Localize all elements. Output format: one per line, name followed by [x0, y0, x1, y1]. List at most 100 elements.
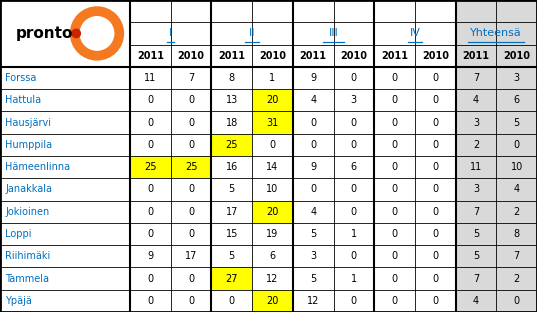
Text: 0: 0 [147, 140, 154, 150]
Text: 1: 1 [351, 274, 357, 284]
Bar [252, 89, 293, 111]
Text: Hausjärvi: Hausjärvi [5, 118, 51, 128]
Text: 0: 0 [147, 95, 154, 105]
Text: pronto: pronto [16, 26, 72, 41]
Text: 2: 2 [513, 274, 520, 284]
Text: 0: 0 [351, 140, 357, 150]
Text: 2: 2 [473, 140, 479, 150]
Text: 3: 3 [473, 184, 479, 194]
Text: 25: 25 [144, 162, 157, 172]
Text: 1: 1 [270, 73, 275, 83]
Text: Janakkala: Janakkala [5, 184, 52, 194]
Text: 6: 6 [351, 162, 357, 172]
Text: Hämeenlinna: Hämeenlinna [5, 162, 70, 172]
Text: 10: 10 [266, 184, 279, 194]
Text: 0: 0 [188, 207, 194, 217]
Text: 0: 0 [188, 229, 194, 239]
Text: 2011: 2011 [462, 51, 489, 61]
Text: 2011: 2011 [218, 51, 245, 61]
Text: 0: 0 [147, 207, 154, 217]
Text: 18: 18 [226, 118, 238, 128]
Text: 0: 0 [432, 162, 438, 172]
Text: 5: 5 [473, 229, 479, 239]
Text: 6: 6 [270, 251, 275, 261]
Text: Yhteensä: Yhteensä [470, 28, 522, 38]
Text: 9: 9 [147, 251, 154, 261]
Text: 0: 0 [351, 207, 357, 217]
Text: 4: 4 [310, 95, 316, 105]
Bar [252, 290, 293, 312]
Text: I: I [169, 28, 172, 38]
Text: Jokioinen: Jokioinen [5, 207, 49, 217]
Text: 0: 0 [391, 274, 397, 284]
Text: 8: 8 [229, 73, 235, 83]
Text: 4: 4 [473, 296, 479, 306]
Text: 9: 9 [310, 162, 316, 172]
Text: 25: 25 [185, 162, 197, 172]
Text: 7: 7 [473, 274, 479, 284]
Text: 2: 2 [513, 207, 520, 217]
Text: 0: 0 [432, 274, 438, 284]
Text: 17: 17 [226, 207, 238, 217]
Text: 0: 0 [391, 95, 397, 105]
Text: 31: 31 [266, 118, 279, 128]
Text: 7: 7 [473, 73, 479, 83]
Bar [455, 0, 537, 312]
Text: 3: 3 [473, 118, 479, 128]
Text: Forssa: Forssa [5, 73, 37, 83]
Text: 0: 0 [188, 95, 194, 105]
Text: 0: 0 [432, 140, 438, 150]
Text: 0: 0 [391, 296, 397, 306]
Text: 2010: 2010 [259, 51, 286, 61]
Text: 0: 0 [147, 229, 154, 239]
Text: 0: 0 [147, 274, 154, 284]
Text: 16: 16 [226, 162, 238, 172]
Text: 15: 15 [226, 229, 238, 239]
Text: 2011: 2011 [300, 51, 326, 61]
Text: 0: 0 [351, 118, 357, 128]
Text: 0: 0 [229, 296, 235, 306]
Text: Tammela: Tammela [5, 274, 49, 284]
Text: 0: 0 [391, 140, 397, 150]
Text: 2011: 2011 [137, 51, 164, 61]
Text: 3: 3 [351, 95, 357, 105]
Text: IV: IV [410, 28, 420, 38]
Text: 12: 12 [307, 296, 320, 306]
Bar [212, 267, 252, 290]
Text: 2010: 2010 [178, 51, 205, 61]
Text: 0: 0 [391, 118, 397, 128]
Text: 0: 0 [188, 184, 194, 194]
Text: 1: 1 [351, 229, 357, 239]
Text: 0: 0 [351, 184, 357, 194]
Text: 4: 4 [310, 207, 316, 217]
Text: 0: 0 [432, 296, 438, 306]
Text: 17: 17 [185, 251, 197, 261]
Text: 5: 5 [229, 251, 235, 261]
Text: 0: 0 [432, 229, 438, 239]
Text: 0: 0 [147, 184, 154, 194]
Text: 14: 14 [266, 162, 279, 172]
Text: 19: 19 [266, 229, 279, 239]
Text: Hattula: Hattula [5, 95, 41, 105]
Text: 0: 0 [188, 296, 194, 306]
Text: 0: 0 [391, 251, 397, 261]
Text: 0: 0 [391, 229, 397, 239]
Text: 0: 0 [188, 274, 194, 284]
Text: 0: 0 [351, 296, 357, 306]
Text: 0: 0 [513, 296, 520, 306]
Bar [252, 201, 293, 223]
Text: 5: 5 [473, 251, 479, 261]
Text: 7: 7 [188, 73, 194, 83]
Text: Riihimäki: Riihimäki [5, 251, 50, 261]
Text: 3: 3 [310, 251, 316, 261]
Text: 2010: 2010 [422, 51, 449, 61]
Text: 0: 0 [432, 118, 438, 128]
Text: 5: 5 [310, 229, 316, 239]
Text: 3: 3 [513, 73, 520, 83]
Bar [171, 156, 212, 178]
Bar [212, 134, 252, 156]
Text: 2010: 2010 [340, 51, 367, 61]
Text: 7: 7 [513, 251, 520, 261]
Text: 0: 0 [147, 118, 154, 128]
Text: 10: 10 [511, 162, 523, 172]
